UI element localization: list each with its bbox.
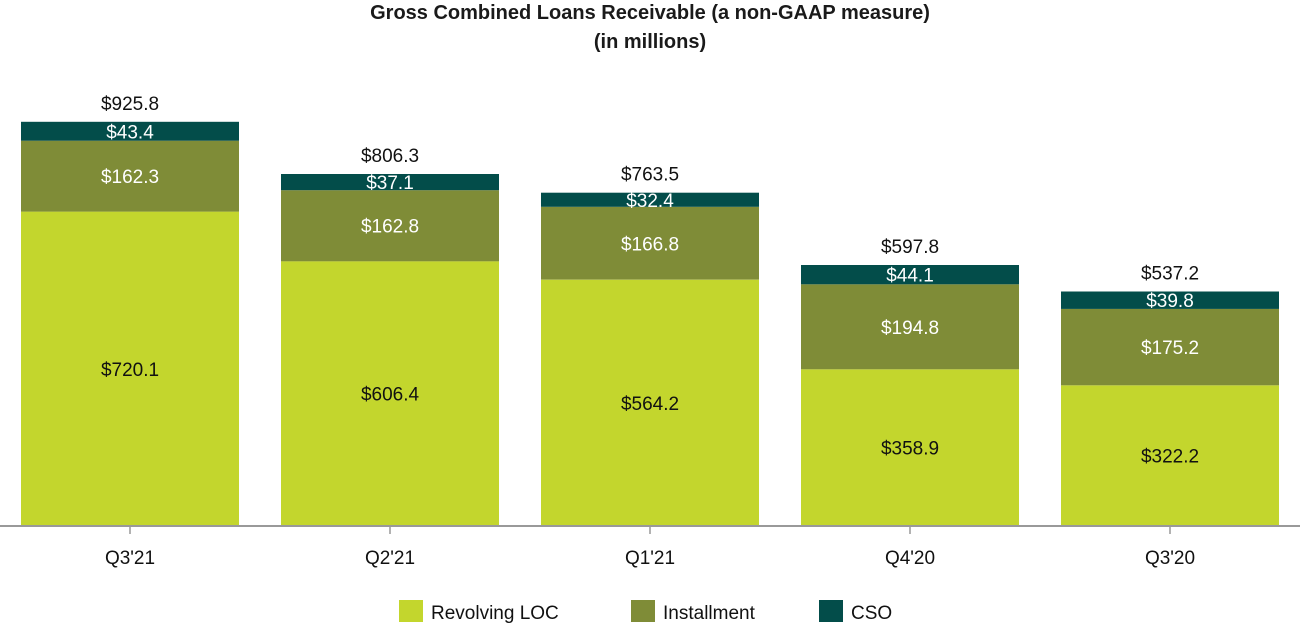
legend-swatch-revolving-loc <box>399 600 423 622</box>
total-label-q1-21: $763.5 <box>621 165 679 186</box>
bar-revolving-loc-q3-20 <box>1061 385 1279 526</box>
bar-installment-q1-21 <box>541 206 759 280</box>
data-label-installment-q3-20: $175.2 <box>1141 338 1199 359</box>
chart-subtitle: (in millions) <box>594 31 706 53</box>
x-tick-label-q3-21: Q3'21 <box>105 548 155 569</box>
bar-cso-q2-21 <box>281 174 499 191</box>
data-label-revolving-loc-q3-20: $322.2 <box>1141 447 1199 468</box>
data-label-cso-q2-21: $37.1 <box>366 173 414 194</box>
x-tick-label-q2-21: Q2'21 <box>365 548 415 569</box>
data-label-installment-q3-21: $162.3 <box>101 167 159 188</box>
bar-cso-q4-20 <box>801 265 1019 285</box>
bar-cso-q1-21 <box>541 192 759 207</box>
legend-label-revolving-loc: Revolving LOC <box>431 603 559 624</box>
bar-revolving-loc-q4-20 <box>801 369 1019 526</box>
data-label-installment-q4-20: $194.8 <box>881 318 939 339</box>
data-label-cso-q1-21: $32.4 <box>626 191 674 212</box>
bar-revolving-loc-q2-21 <box>281 261 499 526</box>
data-label-cso-q4-20: $44.1 <box>886 266 934 287</box>
x-tick-label-q3-20: Q3'20 <box>1145 548 1195 569</box>
legend-label-cso: CSO <box>851 603 892 624</box>
bar-cso-q3-20 <box>1061 291 1279 309</box>
legend-label-installment: Installment <box>663 603 756 624</box>
data-label-cso-q3-21: $43.4 <box>106 122 154 143</box>
bar-installment-q2-21 <box>281 190 499 262</box>
bars-group: $720.1 $162.3 $43.4 $925.8 $606.4 $162.8 $37.1… <box>21 94 1279 526</box>
total-label-q2-21: $806.3 <box>361 146 419 167</box>
data-label-revolving-loc-q3-21: $720.1 <box>101 360 159 381</box>
bar-installment-q4-20 <box>801 284 1019 370</box>
bar-cso-q3-21 <box>21 121 239 141</box>
total-label-q3-21: $925.8 <box>101 94 159 115</box>
bar-revolving-loc-q1-21 <box>541 279 759 526</box>
x-tick-label-q4-20: Q4'20 <box>885 548 935 569</box>
data-label-installment-q1-21: $166.8 <box>621 234 679 255</box>
chart-title: Gross Combined Loans Receivable (a non-G… <box>370 2 930 24</box>
legend-swatch-installment <box>631 600 655 622</box>
x-axis: Q3'21 Q2'21 Q1'21 Q4'20 Q3'20 <box>0 525 1300 569</box>
legend: Revolving LOC Installment CSO <box>399 600 892 624</box>
data-label-revolving-loc-q2-21: $606.4 <box>361 385 420 406</box>
data-label-revolving-loc-q4-20: $358.9 <box>881 439 939 460</box>
data-label-revolving-loc-q1-21: $564.2 <box>621 394 679 415</box>
data-label-installment-q2-21: $162.8 <box>361 217 419 238</box>
data-label-cso-q3-20: $39.8 <box>1146 291 1194 312</box>
legend-swatch-cso <box>819 600 843 622</box>
bar-revolving-loc-q3-21 <box>21 211 239 526</box>
total-label-q4-20: $597.8 <box>881 237 939 258</box>
bar-installment-q3-20 <box>1061 308 1279 386</box>
bar-installment-q3-21 <box>21 140 239 212</box>
total-label-q3-20: $537.2 <box>1141 264 1199 285</box>
x-tick-label-q1-21: Q1'21 <box>625 548 675 569</box>
